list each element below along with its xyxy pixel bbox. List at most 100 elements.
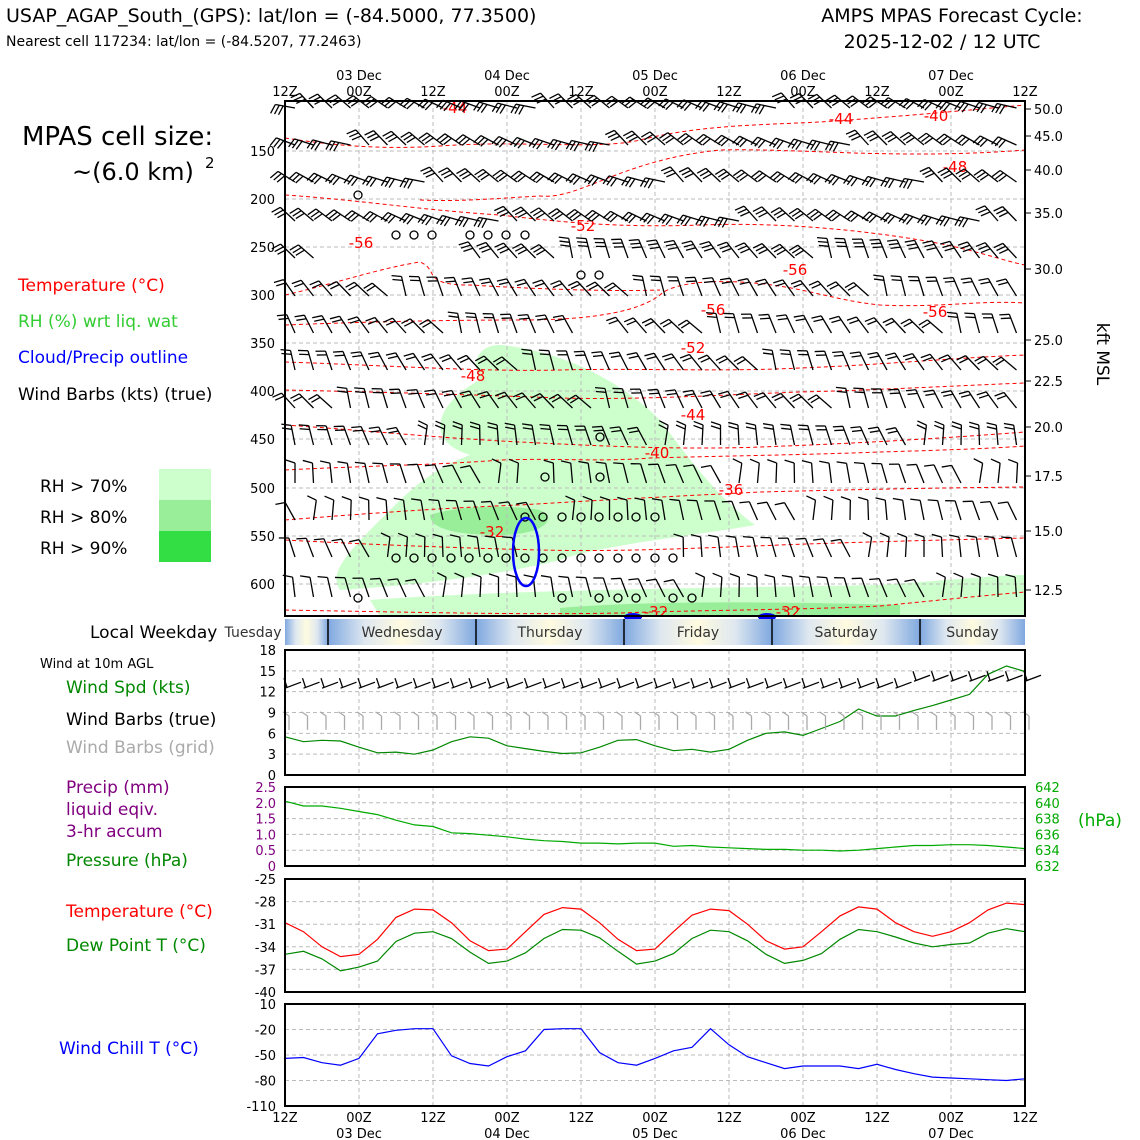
barb-feather [754, 138, 762, 147]
barb-feather [926, 247, 937, 251]
weekday-segment [624, 619, 772, 645]
surface-wind-barb-true [505, 677, 524, 689]
barb-feather [462, 217, 469, 228]
wind-barb [529, 207, 555, 222]
barb-feather [487, 421, 498, 426]
wind-barb [479, 277, 500, 297]
surface-wind-barb-true [819, 677, 838, 689]
panel-y-tick: -25 [255, 873, 276, 888]
surface-wind-barb-true [375, 677, 394, 689]
wind-barb [449, 534, 463, 558]
barb-feather [313, 176, 322, 185]
height-tick-label: 22.5 [1034, 375, 1063, 390]
barb-shaft [830, 500, 834, 521]
barb-feather [443, 137, 452, 145]
barb-feather [610, 577, 621, 580]
barb-feather [334, 354, 345, 357]
barb-feather [828, 211, 837, 220]
barb-feather [436, 133, 446, 141]
barb-shaft [460, 577, 465, 598]
barb-feather [270, 104, 276, 114]
wind-barb [978, 277, 999, 297]
barb-feather [621, 176, 628, 186]
pressure-tick-label: 632 [1035, 860, 1060, 875]
barb-shaft [414, 579, 426, 598]
barb-feather [902, 134, 912, 141]
barb-feather [791, 139, 799, 149]
barb-feather [641, 318, 652, 324]
wind-barb [364, 130, 388, 146]
barb-feather [337, 461, 348, 464]
barb-feather [615, 711, 623, 717]
wind-barb [530, 393, 555, 409]
wind-barb [613, 462, 629, 484]
barb-feather [547, 139, 554, 149]
calm-marker [353, 190, 363, 200]
barb-feather [380, 532, 391, 538]
wind-barb [732, 135, 758, 148]
wind-barb [673, 533, 685, 558]
wind-barb [806, 172, 832, 185]
wind-barb [397, 532, 409, 558]
bottom-hour-label: 00Z [642, 1111, 668, 1126]
barb-shaft [915, 464, 925, 484]
barb-feather [517, 174, 526, 183]
barb-feather [592, 354, 604, 358]
barb-feather [751, 170, 760, 178]
barb-feather [684, 172, 694, 179]
wind-barb [508, 458, 520, 484]
barb-shaft [731, 501, 740, 521]
wind-barb [973, 458, 984, 484]
wind-barb [815, 425, 833, 446]
barb-feather [806, 495, 816, 501]
barb-feather [961, 103, 969, 113]
legend-precip-1: Precip (mm) [66, 778, 170, 798]
barb-feather [372, 462, 383, 465]
barb-feather [914, 533, 925, 538]
wind-barb [697, 354, 721, 371]
barb-feather [300, 575, 311, 578]
calm-marker [557, 593, 567, 603]
legend-precip-2: liquid eqiv. [66, 800, 158, 820]
barb-feather [325, 209, 335, 217]
panel-frame [284, 786, 1026, 867]
barb-feather [890, 275, 901, 278]
barb-feather [492, 356, 503, 363]
barb-feather [946, 311, 957, 315]
wind-barb [476, 241, 500, 259]
barb-feather [646, 215, 655, 225]
legend-precip-3: 3-hr accum [66, 822, 163, 842]
barb-feather [972, 102, 980, 112]
barb-feather [887, 355, 898, 360]
barb-shaft [657, 463, 666, 484]
wind-barb [632, 274, 648, 297]
wind-barb [789, 393, 814, 409]
barb-shaft [331, 500, 335, 521]
barb-feather [551, 210, 561, 218]
barb-feather [891, 279, 902, 282]
wind-barb [717, 241, 740, 259]
barb-feather [831, 319, 842, 324]
barb-shaft [432, 681, 450, 689]
barb-feather [780, 423, 791, 427]
wind-barb [438, 167, 462, 183]
pressure-tick-label: 550 [250, 530, 275, 545]
barb-feather [352, 429, 363, 432]
barb-feather [840, 496, 851, 501]
barb-feather [540, 427, 551, 431]
wind-barb [962, 500, 981, 521]
barb-feather [332, 176, 340, 186]
barb-feather [903, 321, 913, 328]
barb-feather [325, 140, 332, 150]
wind-barb [914, 533, 925, 557]
top-date-label: 06 Dec [780, 69, 826, 84]
barb-feather [329, 315, 340, 320]
top-hour-label: 00Z [642, 85, 668, 100]
surface-wind-barb-true [949, 671, 968, 682]
barb-feather [484, 535, 495, 539]
surface-wind-barb-true [579, 677, 598, 689]
barb-feather [685, 247, 696, 251]
wind-barb [436, 572, 447, 598]
wind-barb [936, 572, 946, 598]
barb-feather [678, 167, 689, 173]
